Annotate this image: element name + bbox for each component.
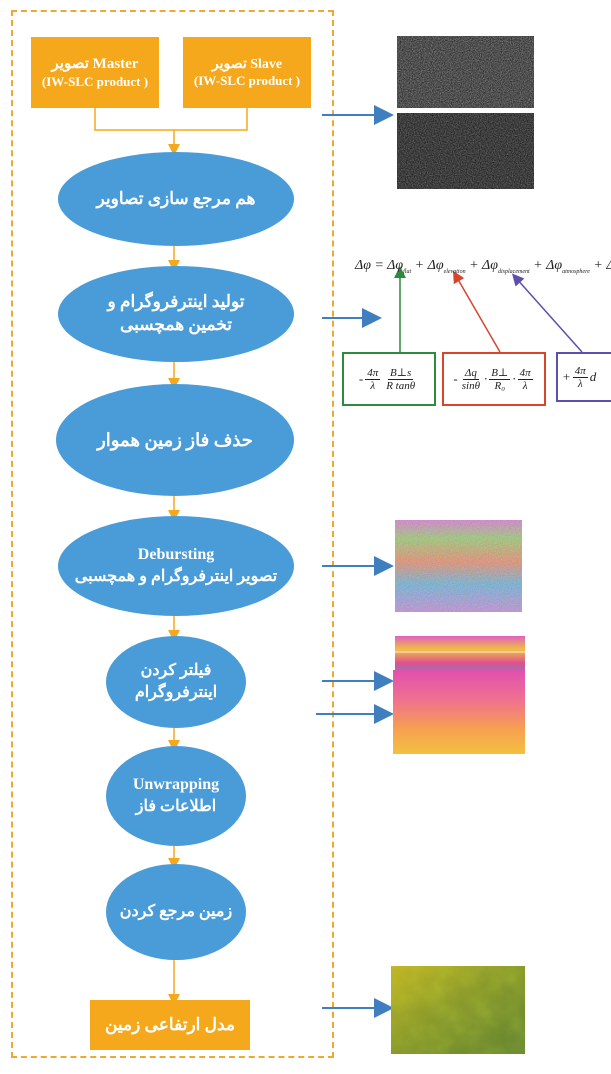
unwrapping-label-1: Unwrapping [132, 776, 220, 794]
sub-atmosphere: atmosphere [562, 268, 590, 275]
term-flat: Δφ [387, 258, 404, 273]
interferogram-step: تولید اینترفروگرام و تخمین همچسبی [58, 266, 294, 362]
dem-output-box: مدل ارتفاعی زمین [90, 1000, 250, 1050]
filtering-label-2: اینترفروگرام [134, 684, 218, 701]
flat-f1-num: 4π [365, 366, 381, 380]
flat-f2-den: R tanθ [386, 380, 416, 392]
disp-f1-den: λ [577, 377, 583, 390]
master-label: تصویر Master [51, 56, 139, 72]
elev-sign: - [453, 371, 458, 386]
flat-f1-den: λ [370, 379, 376, 392]
master-product: (IW-SLC product ) [41, 73, 149, 89]
term-atmosphere: Δφ [546, 258, 563, 273]
sub-flat: flat [403, 268, 412, 275]
filtering-label-1: فیلتر کردن [140, 662, 212, 680]
coregistration-step: هم مرجع سازی تصاویر [58, 152, 294, 246]
flat-earth-label: حذف فاز زمین هموار [97, 429, 253, 450]
debursting-label-2: تصویر اینترفروگرام و همچسبی [74, 568, 278, 585]
flat-phase-formula-box: - 4π λ B⊥s R tanθ [342, 352, 436, 406]
elev-f3-den: λ [522, 379, 528, 392]
equation-lhs: Δφ [355, 258, 371, 273]
geocoding-label: زمین مرجع کردن [119, 903, 233, 921]
disp-frac: 4π λ [572, 364, 588, 390]
elev-frac-1: Δq sinθ [460, 367, 482, 392]
coregistration-label: هم مرجع سازی تصاویر [96, 188, 256, 208]
slave-sar-image [397, 113, 534, 189]
master-image-box: تصویر Master (IW-SLC product ) [31, 37, 159, 108]
elev-frac-2: B⊥ R₀ [489, 366, 511, 392]
term-noise: Δφ [606, 258, 611, 273]
flat-sign: - [358, 371, 364, 386]
debursting-label-1: Deburst‌ing [137, 546, 215, 564]
unwrapping-label-2: اطلاعات فاز [135, 798, 217, 815]
displacement-phase-formula-box: + 4π λ d [556, 352, 611, 402]
geocoding-step: زمین مرجع کردن [106, 864, 246, 960]
slave-image-box: تصویر Slave (IW-SLC product ) [183, 37, 311, 108]
flowchart-frame [11, 10, 334, 1058]
elev-frac-3: 4π λ [517, 366, 533, 392]
debursting-step: Deburst‌ing تصویر اینترفروگرام و همچسبی [58, 516, 294, 616]
disp-var: d [589, 369, 597, 384]
slave-label: تصویر Slave [211, 56, 283, 72]
elev-f2-den: R₀ [494, 380, 506, 392]
flat-frac-1: 4π λ [365, 366, 381, 392]
elevation-phase-formula-box: - Δq sinθ · B⊥ R₀ · 4π λ [442, 352, 546, 406]
disp-f1-num: 4π [572, 364, 588, 378]
elev-f1-num: Δq [462, 366, 479, 380]
elev-f3-num: 4π [517, 366, 533, 380]
slave-product: (IW-SLC product ) [193, 73, 301, 89]
elev-f2-num: B⊥ [489, 367, 511, 380]
dem-label: مدل ارتفاعی زمین [104, 1015, 236, 1035]
interferogram-image [395, 520, 522, 612]
elev-f1-den: sinθ [461, 379, 480, 392]
interferogram-label-2: تخمین همچسبی [119, 315, 233, 334]
sub-elevation: elevation [443, 268, 466, 275]
term-displacement: Δφ [482, 258, 498, 273]
master-sar-image [397, 36, 534, 108]
disp-sign: + [562, 369, 571, 384]
flat-f2-num: B⊥s [387, 367, 414, 380]
unwrapped-phase-main [393, 670, 525, 754]
flat-frac-2: B⊥s R tanθ [384, 366, 417, 392]
unwrapping-step: Unwrapping اطلاعات فاز [106, 746, 246, 846]
term-elevation: Δφ [427, 258, 444, 273]
interferogram-label-1: تولید اینترفروگرام و [107, 292, 245, 312]
dem-image [391, 966, 525, 1054]
phase-equation: Δφ = Δφflat + Δφelevation + Δφdisplaceme… [355, 258, 611, 275]
sub-displacement: displacement [498, 268, 530, 275]
filtering-step: فیلتر کردن اینترفروگرام [106, 636, 246, 728]
flat-earth-removal-step: حذف فاز زمین هموار [56, 384, 294, 496]
